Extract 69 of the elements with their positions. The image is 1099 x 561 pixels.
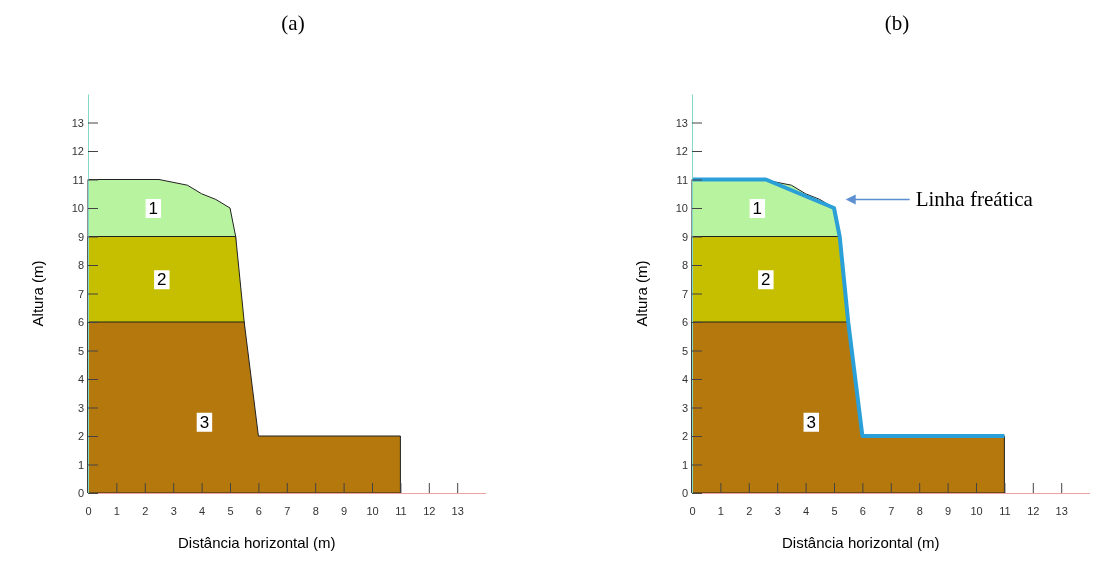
chart-title: (b) [884,11,910,35]
annotation: 2 [157,270,167,290]
x-tick-label: 11 [395,504,407,517]
x-tick-label: 8 [916,504,923,517]
x-tick-label: 3 [170,504,177,517]
annotation: Linha freática [915,187,1034,212]
x-tick-label: 5 [227,504,234,517]
y-tick-label: 8 [77,259,84,272]
x-tick-label: 7 [284,504,291,517]
y-tick-label: 4 [681,373,688,386]
y-tick-label: 2 [681,430,688,443]
x-axis-title: Distância horizontal (m) [178,534,336,551]
chart-title: (a) [281,11,305,35]
y-tick-label: 5 [77,344,84,357]
x-tick-label: 2 [746,504,753,517]
y-tick-label: 9 [681,230,688,243]
y-tick-label: 6 [77,316,84,329]
y-tick-label: 6 [681,316,688,329]
y-tick-label: 13 [71,116,84,129]
y-tick-label: 11 [72,173,84,186]
y-tick-label: 3 [681,401,688,414]
x-tick-label: 6 [859,504,866,517]
y-tick-label: 9 [77,230,84,243]
y-tick-label: 1 [681,458,688,471]
x-tick-label: 12 [423,504,436,517]
x-tick-label: 4 [803,504,810,517]
x-tick-label: 0 [689,504,696,517]
annotation: 1 [148,199,159,218]
annotation: 3 [806,412,817,432]
annotation: 2 [761,270,771,290]
x-tick-label: 4 [199,504,206,517]
y-tick-label: 4 [77,373,84,386]
y-tick-label: 5 [681,344,688,357]
y-tick-label: 13 [675,116,688,129]
annotation: 3 [199,412,210,432]
x-tick-label: 8 [312,504,319,517]
x-tick-label: 0 [85,504,92,517]
x-tick-label: 13 [451,504,464,517]
y-tick-label: 12 [675,145,688,158]
x-tick-label: 2 [142,504,149,517]
x-tick-label: 13 [1055,504,1068,517]
x-tick-label: 3 [774,504,781,517]
y-tick-label: 8 [681,259,688,272]
x-tick-label: 5 [831,504,838,517]
y-tick-label: 1 [77,458,84,471]
y-tick-label: 0 [681,487,688,500]
y-tick-label: 12 [71,145,84,158]
y-tick-label: 10 [675,202,688,215]
x-tick-label: 10 [366,504,379,517]
y-tick-label: 7 [77,287,84,300]
y-axis-title: Altura (m) [633,260,650,327]
y-tick-label: 0 [77,487,84,500]
y-tick-label: 7 [681,287,688,300]
x-axis-title: Distância horizontal (m) [782,534,940,551]
y-axis-title: Altura (m) [29,260,46,327]
x-tick-label: 11 [999,504,1011,517]
x-tick-label: 9 [945,504,952,517]
y-tick-label: 2 [77,430,84,443]
x-tick-label: 1 [717,504,724,517]
x-tick-label: 9 [341,504,348,517]
y-tick-label: 3 [77,401,84,414]
x-tick-label: 7 [888,504,895,517]
y-tick-label: 11 [676,173,688,186]
x-tick-label: 1 [113,504,120,517]
x-tick-label: 12 [1027,504,1040,517]
y-tick-label: 10 [71,202,84,215]
x-tick-label: 10 [970,504,983,517]
annotation: 1 [752,199,763,218]
x-tick-label: 6 [255,504,262,517]
